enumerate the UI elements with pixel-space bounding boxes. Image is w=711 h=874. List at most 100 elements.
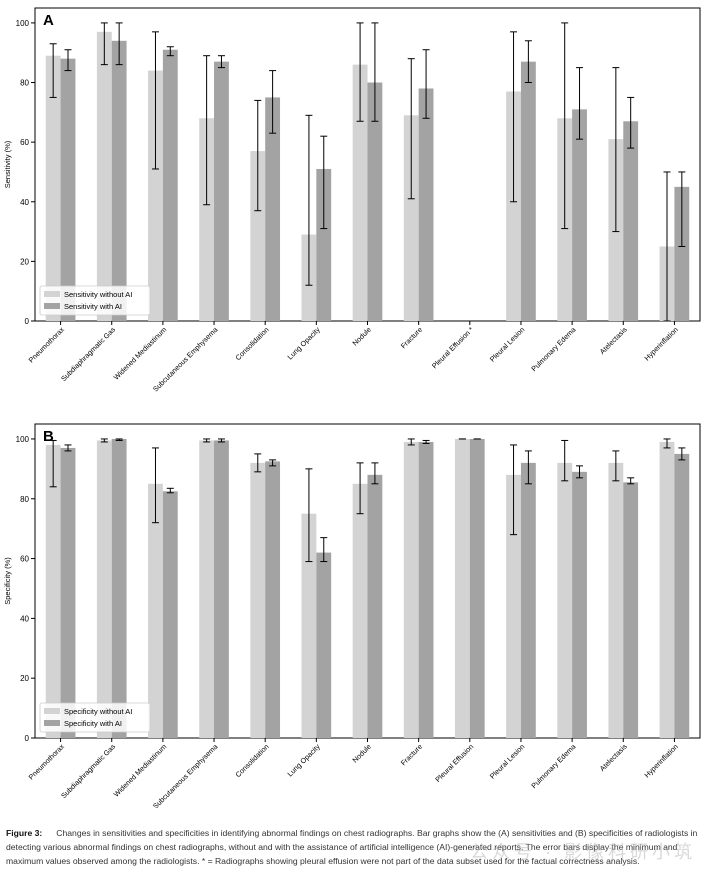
sensitivity-chart-svg: A 0 20 40 60 80 100 Sensitivity (%) Pneumothorax… (3, 7, 701, 394)
specificity-chart-svg: B 0 20 40 60 80 100 Specificity (%) Pneumothorax… (3, 423, 701, 808)
figure-caption-label: Figure 3: (6, 828, 43, 838)
bar-with-ai (316, 552, 332, 738)
y-tick-label: 100 (16, 435, 30, 444)
bar-with-ai (60, 447, 76, 738)
bar-without-ai (557, 462, 573, 738)
bar-without-ai (506, 474, 521, 738)
bar-without-ai (199, 118, 215, 322)
x-tick-label: Nodule (350, 742, 372, 764)
legend-label: Specificity with AI (64, 719, 122, 728)
bar-with-ai (214, 440, 229, 738)
bar-with-ai (418, 441, 434, 738)
x-tick-label: Hyperinflation (642, 325, 679, 362)
x-tick-label: Widened Mediastinum (112, 742, 169, 799)
y-tick-label: 20 (20, 257, 29, 266)
bar-with-ai (520, 462, 536, 738)
x-tick-label: Subdiaphragmatic Gas (59, 742, 117, 800)
bar-without-ai (403, 441, 419, 738)
x-tick-label: Fracture (399, 325, 424, 350)
bar-with-ai (162, 49, 178, 321)
bar-without-ai (250, 462, 266, 738)
figure-caption: Figure 3: Changes in sensitivities and sp… (6, 826, 705, 868)
y-tick-label: 0 (25, 734, 30, 743)
bar-with-ai (520, 61, 536, 322)
bar-with-ai (111, 438, 127, 738)
legend-label: Specificity without AI (64, 707, 132, 716)
bar-with-ai (674, 186, 690, 321)
bar-with-ai (214, 61, 229, 322)
bar-with-ai (265, 461, 281, 738)
bar-without-ai (352, 483, 368, 738)
bar-with-ai (111, 40, 127, 322)
legend-label: Sensitivity without AI (64, 290, 132, 299)
bar-with-ai (316, 168, 332, 321)
y-tick-label: 20 (20, 674, 29, 683)
x-tick-label: Lung Opacity (285, 742, 322, 779)
y-tick-label: 0 (25, 317, 30, 326)
x-tick-label: Fracture (399, 742, 424, 767)
bar-with-ai (418, 88, 434, 321)
x-tick-label: Lung Opacity (285, 325, 322, 362)
bar-with-ai (367, 82, 383, 322)
bar-without-ai (506, 91, 521, 321)
legend-swatch (44, 720, 60, 726)
bar-with-ai (162, 491, 178, 738)
legend-swatch (44, 291, 60, 297)
specificity-chart: B 0 20 40 60 80 100 Specificity (%) Pneumothorax… (0, 416, 711, 808)
bar-with-ai (265, 97, 281, 321)
y-tick-label: 80 (20, 79, 29, 88)
x-tick-label: Atelectasis (598, 325, 629, 356)
panel-label: A (43, 12, 54, 29)
y-tick-label: 80 (20, 495, 29, 504)
x-tick-label: Widened Mediastinum (112, 325, 169, 382)
legend-box (39, 285, 151, 316)
legend-box (39, 702, 151, 733)
x-tick-label: Atelectasis (598, 742, 629, 773)
bar-with-ai (469, 438, 485, 738)
bar-without-ai (659, 441, 675, 738)
x-tick-label: Pulmonary Edema (529, 325, 577, 373)
x-tick-label: Pneumothorax (27, 742, 67, 782)
bar-without-ai (148, 483, 163, 738)
y-axis-label: Specificity (%) (3, 557, 12, 605)
x-tick-label: Consolidation (233, 325, 270, 362)
x-tick-label: Consolidation (233, 742, 270, 779)
bar-without-ai (45, 444, 61, 738)
legend-label: Sensitivity with AI (64, 302, 122, 311)
bar-without-ai (250, 151, 266, 321)
legend-swatch (44, 708, 60, 714)
x-tick-label: Subdiaphragmatic Gas (59, 325, 117, 383)
x-tick-label: Pleural Lesion (488, 325, 527, 364)
bar-without-ai (96, 31, 112, 321)
bar-without-ai (301, 513, 317, 738)
y-tick-label: 100 (16, 19, 30, 28)
legend-swatch (44, 303, 60, 309)
bar-with-ai (60, 58, 76, 322)
x-tick-label: Hyperinflation (642, 742, 679, 779)
bar-without-ai (454, 438, 470, 738)
bar-without-ai (45, 55, 61, 321)
bar-without-ai (96, 440, 112, 738)
y-tick-label: 60 (20, 555, 29, 564)
bar-without-ai (352, 64, 368, 321)
x-tick-label: Pulmonary Edema (529, 742, 577, 790)
bar-with-ai (572, 109, 587, 321)
x-tick-label: Pleural Lesion (488, 742, 527, 781)
bar-without-ai (199, 440, 215, 738)
x-tick-label: Pleural Effusion (433, 742, 475, 784)
figure-caption-text: Changes in sensitivities and specificiti… (6, 828, 698, 866)
bar-with-ai (623, 121, 639, 322)
sensitivity-chart: A 0 20 40 60 80 100 Sensitivity (%) Pneumothorax… (0, 0, 711, 402)
x-tick-label: Pneumothorax (27, 325, 67, 365)
y-tick-label: 40 (20, 614, 29, 623)
y-tick-label: 60 (20, 138, 29, 147)
bar-with-ai (623, 482, 639, 738)
x-tick-label: Nodule (350, 325, 372, 347)
panel-label: B (43, 428, 54, 445)
bar-with-ai (674, 453, 690, 738)
bar-without-ai (608, 462, 624, 738)
y-tick-label: 40 (20, 198, 29, 207)
x-tick-label: Pleural Effusion * (430, 325, 475, 370)
y-axis-label: Sensitivity (%) (3, 140, 12, 188)
bar-with-ai (367, 474, 383, 738)
